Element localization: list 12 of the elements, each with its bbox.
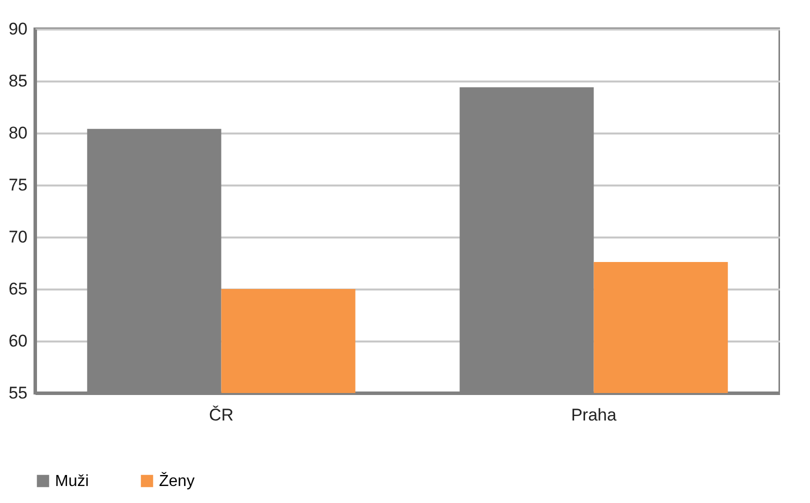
legend-label: Muži xyxy=(55,473,89,490)
y-tick-label: 60 xyxy=(8,332,28,350)
y-tick-label: 70 xyxy=(8,228,28,246)
y-tick-label: 65 xyxy=(8,280,28,298)
y-tick-label: 85 xyxy=(8,72,28,90)
x-tick-label: Praha xyxy=(571,406,617,424)
y-tick-label: 55 xyxy=(8,384,28,402)
y-tick-label: 80 xyxy=(8,124,28,142)
y-tick-label: 90 xyxy=(8,20,28,38)
x-tick-label: ČR xyxy=(208,406,234,424)
y-tick-label: 75 xyxy=(8,176,28,194)
legend-label: Ženy xyxy=(159,472,195,490)
